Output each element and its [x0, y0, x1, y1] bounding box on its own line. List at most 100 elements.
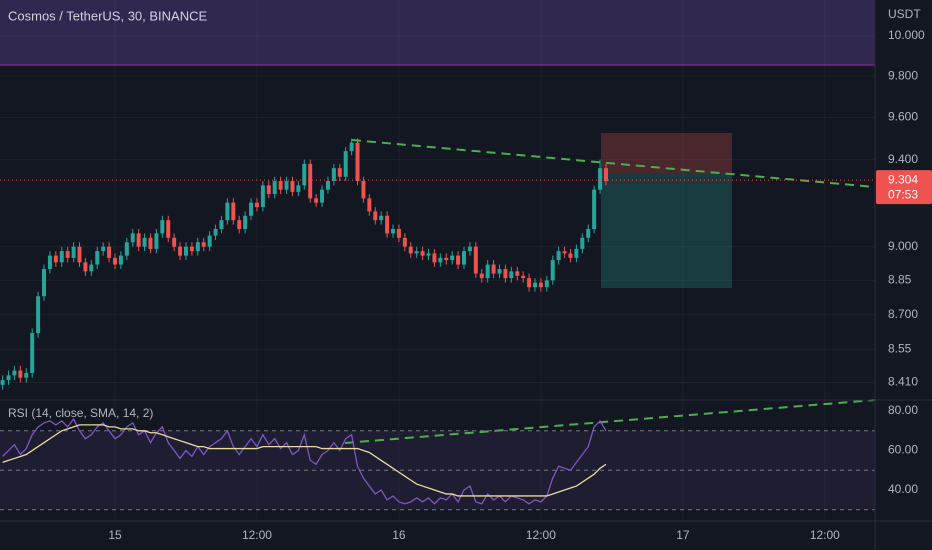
candle-body: [178, 246, 183, 256]
candle-body: [586, 228, 591, 238]
candle-body: [456, 255, 461, 265]
candle-body: [314, 198, 319, 203]
rsi-trend-line[interactable]: [344, 399, 876, 444]
candle-body: [189, 246, 194, 252]
candle-body: [509, 271, 514, 279]
candle-body: [396, 228, 401, 238]
labels: 15 12:00 16 12:00 17 12:00 8.410 8.55 8.700 8.85 9…: [108, 28, 932, 542]
candle-body: [592, 189, 597, 229]
candle-body: [497, 269, 502, 274]
candle-body: [426, 253, 431, 256]
candle-body: [101, 246, 106, 252]
candle-body: [183, 246, 188, 256]
y-tick-label: 10.000: [888, 28, 925, 42]
candle-body: [225, 202, 230, 221]
trend-line[interactable]: [351, 139, 876, 188]
candle-body: [42, 269, 47, 297]
candle-body: [462, 251, 467, 265]
countdown-label: 07:53: [888, 187, 918, 201]
candle-body: [53, 255, 58, 263]
candle-body: [30, 333, 35, 373]
candle-body: [124, 242, 129, 256]
candle-body: [213, 228, 218, 236]
candle-body: [527, 278, 532, 288]
candle-body: [302, 163, 307, 186]
y-tick-label: 8.55: [888, 342, 912, 356]
x-tick-label: 15: [108, 528, 122, 542]
candle-body: [160, 220, 165, 234]
candle-body: [432, 253, 437, 263]
currency-label: USDT: [888, 7, 921, 21]
candle-body: [148, 237, 153, 249]
candle-body: [243, 215, 248, 229]
candle-body: [479, 273, 484, 279]
candle-body: [379, 215, 384, 221]
candle-body: [136, 233, 141, 247]
candle-body: [237, 220, 242, 229]
candle-body: [556, 251, 561, 261]
candle-body: [598, 168, 603, 190]
candle-body: [532, 282, 537, 288]
candle-body: [391, 228, 396, 234]
candle-body: [580, 237, 585, 249]
y-tick-label: 9.000: [888, 239, 918, 253]
candle-body: [521, 275, 526, 279]
candle-body: [308, 163, 313, 199]
candle-body: [373, 211, 378, 221]
candle-body: [172, 237, 177, 247]
x-tick-label: 12:00: [810, 528, 840, 542]
candle-body: [473, 246, 478, 274]
candle-body: [260, 185, 265, 208]
x-tick-label: 12:00: [242, 528, 272, 542]
candle-body: [544, 280, 549, 288]
candle-body: [343, 151, 348, 177]
candle-body: [402, 237, 407, 247]
x-tick-label: 12:00: [526, 528, 556, 542]
candle-body: [408, 246, 413, 254]
candle-body: [438, 257, 443, 263]
candle-body: [467, 246, 472, 252]
candle-body: [503, 269, 508, 279]
stop-zone[interactable]: [601, 133, 732, 173]
candle-body: [254, 202, 259, 208]
candle-body: [6, 375, 11, 381]
candle-body: [12, 370, 17, 376]
candle-body: [284, 181, 289, 190]
candle-body: [272, 181, 277, 194]
x-tick-label: 17: [676, 528, 690, 542]
y-tick-label: 40.00: [888, 482, 918, 496]
candle-body: [107, 246, 112, 258]
candle-body: [355, 142, 360, 182]
candle-body: [59, 251, 64, 263]
candle-body: [71, 246, 76, 258]
candle-body: [36, 296, 41, 334]
candle-body: [166, 220, 171, 238]
candle-body: [18, 370, 23, 378]
y-tick-label: 8.700: [888, 307, 918, 321]
candle-body: [112, 257, 117, 265]
candle-body: [154, 233, 159, 249]
candle-body: [450, 255, 455, 261]
rsi-line: [2, 424, 607, 497]
plot: [0, 138, 875, 511]
y-tick-label: 8.410: [888, 375, 918, 389]
candle-body: [515, 271, 520, 276]
candle-body: [278, 181, 283, 190]
price-tag: [876, 170, 932, 205]
x-tick-label: 16: [392, 528, 406, 542]
y-tick-label: 9.800: [888, 68, 918, 82]
candle-body: [444, 257, 449, 261]
candle-body: [420, 251, 425, 256]
candle-body: [320, 189, 325, 203]
candle-body: [485, 264, 490, 279]
last-price-label: 9.304: [888, 172, 918, 186]
candle-body: [325, 181, 330, 190]
candle-body: [550, 260, 555, 281]
candle-body: [219, 220, 224, 229]
candle-body: [296, 185, 301, 192]
candle-body: [290, 181, 295, 192]
target-zone[interactable]: [601, 173, 732, 288]
y-tick-label: 80.00: [888, 403, 918, 417]
